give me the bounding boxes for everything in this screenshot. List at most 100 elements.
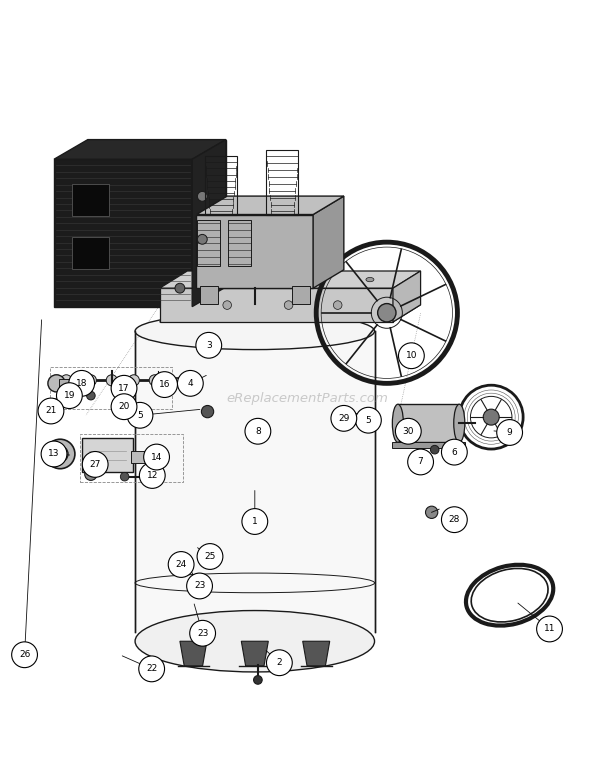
Circle shape	[441, 439, 467, 465]
Circle shape	[61, 375, 72, 386]
Circle shape	[52, 446, 68, 462]
Text: 24: 24	[176, 560, 187, 569]
Polygon shape	[196, 214, 313, 288]
Ellipse shape	[262, 277, 270, 282]
Circle shape	[333, 301, 342, 309]
Text: 4: 4	[187, 379, 193, 388]
Circle shape	[284, 301, 293, 309]
Polygon shape	[160, 271, 421, 288]
Circle shape	[190, 620, 216, 646]
Circle shape	[175, 284, 185, 293]
Text: 11: 11	[544, 625, 555, 633]
Text: 5: 5	[137, 411, 143, 420]
Circle shape	[82, 452, 108, 478]
Polygon shape	[241, 641, 268, 666]
Circle shape	[254, 675, 262, 684]
Circle shape	[245, 418, 271, 444]
Ellipse shape	[317, 277, 325, 282]
Polygon shape	[313, 196, 344, 288]
Circle shape	[12, 642, 37, 668]
Text: 30: 30	[403, 427, 414, 435]
Circle shape	[45, 439, 75, 469]
Text: 8: 8	[255, 427, 261, 435]
Text: 23: 23	[194, 581, 205, 590]
Circle shape	[198, 192, 208, 201]
Circle shape	[408, 449, 433, 475]
Polygon shape	[303, 641, 330, 666]
Circle shape	[111, 394, 137, 420]
Text: 19: 19	[64, 391, 75, 400]
Circle shape	[41, 441, 67, 467]
Circle shape	[111, 375, 137, 401]
Bar	[72, 237, 109, 269]
Circle shape	[152, 372, 177, 397]
Ellipse shape	[278, 276, 291, 284]
Circle shape	[168, 552, 194, 577]
Text: 5: 5	[365, 416, 371, 425]
Text: eReplacementParts.com: eReplacementParts.com	[226, 392, 388, 405]
Circle shape	[395, 418, 421, 444]
Circle shape	[149, 375, 160, 386]
Text: 17: 17	[119, 384, 130, 393]
Text: 16: 16	[159, 380, 170, 389]
Polygon shape	[393, 271, 421, 322]
Circle shape	[398, 343, 424, 368]
Ellipse shape	[454, 404, 465, 442]
Text: 1: 1	[252, 517, 258, 526]
Polygon shape	[196, 196, 344, 214]
Polygon shape	[398, 404, 459, 442]
Text: 28: 28	[449, 515, 460, 524]
Text: 3: 3	[206, 340, 212, 350]
Ellipse shape	[135, 312, 375, 350]
Circle shape	[242, 509, 268, 534]
Circle shape	[187, 573, 212, 599]
Text: 29: 29	[338, 414, 349, 423]
Circle shape	[196, 333, 222, 358]
FancyBboxPatch shape	[131, 451, 149, 464]
Circle shape	[356, 407, 381, 433]
Text: 23: 23	[197, 629, 208, 638]
Text: 6: 6	[451, 448, 457, 456]
Polygon shape	[88, 139, 226, 287]
Text: 25: 25	[204, 552, 216, 561]
Circle shape	[85, 375, 96, 386]
Circle shape	[223, 301, 231, 309]
Circle shape	[331, 405, 357, 432]
Text: 21: 21	[45, 407, 56, 415]
Circle shape	[177, 371, 203, 397]
FancyBboxPatch shape	[82, 438, 133, 472]
Text: 7: 7	[418, 457, 424, 467]
Circle shape	[197, 544, 223, 569]
Ellipse shape	[212, 277, 220, 282]
Circle shape	[347, 413, 359, 425]
Bar	[72, 184, 109, 216]
Polygon shape	[392, 442, 465, 449]
Text: 26: 26	[19, 650, 30, 659]
Circle shape	[201, 405, 214, 418]
Text: 18: 18	[76, 379, 87, 388]
Circle shape	[426, 506, 438, 519]
Circle shape	[120, 472, 129, 481]
Circle shape	[537, 616, 562, 642]
Circle shape	[198, 234, 208, 245]
Bar	[135, 331, 375, 632]
FancyBboxPatch shape	[59, 379, 75, 393]
Circle shape	[48, 375, 65, 392]
Text: 14: 14	[151, 453, 162, 461]
Circle shape	[69, 371, 95, 397]
Circle shape	[87, 391, 95, 400]
Text: 27: 27	[90, 460, 101, 469]
Text: 22: 22	[146, 664, 157, 673]
Circle shape	[38, 398, 64, 424]
Polygon shape	[160, 305, 421, 322]
Polygon shape	[192, 139, 226, 307]
Text: 10: 10	[406, 351, 417, 360]
Polygon shape	[160, 288, 393, 322]
Circle shape	[430, 446, 439, 454]
Polygon shape	[180, 641, 207, 666]
Circle shape	[497, 420, 523, 446]
Circle shape	[441, 507, 467, 533]
Ellipse shape	[366, 277, 374, 282]
Circle shape	[127, 403, 153, 428]
Text: 9: 9	[507, 428, 513, 437]
